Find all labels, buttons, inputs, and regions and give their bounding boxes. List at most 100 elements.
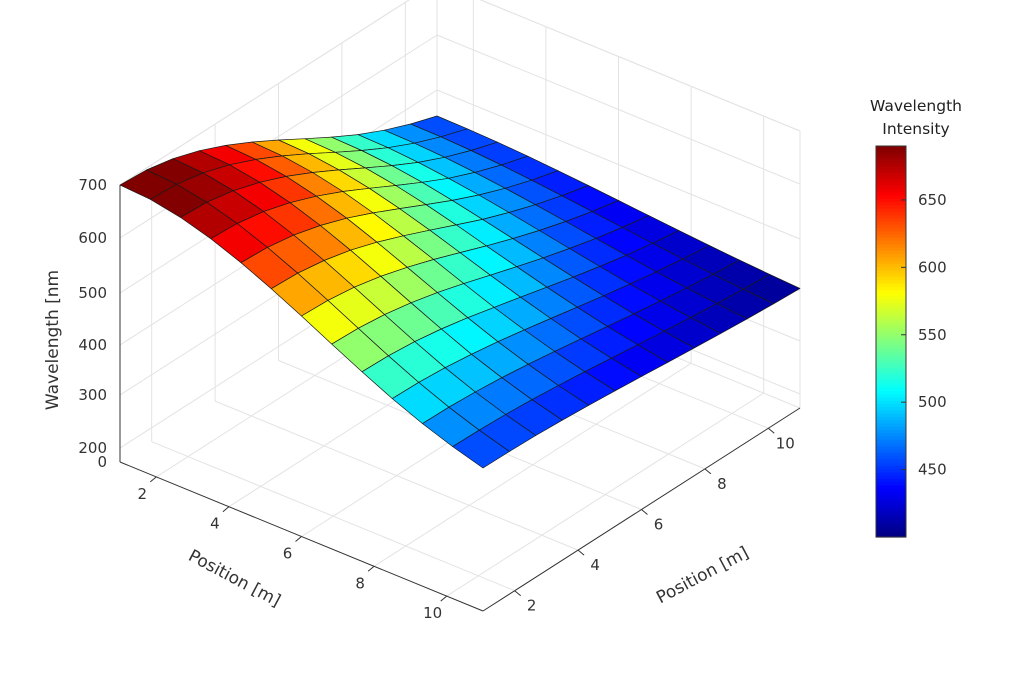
colorbar-band <box>876 348 906 352</box>
x-tick-mark <box>440 595 448 602</box>
y-tick-mark <box>514 590 522 597</box>
x-tick-mark <box>295 536 302 542</box>
colorbar-band <box>876 185 906 189</box>
colorbar-band <box>876 351 906 356</box>
colorbar-band <box>876 282 906 287</box>
colorbar-band <box>876 426 906 431</box>
colorbar-band <box>876 162 906 167</box>
wall-grid-line <box>436 34 801 185</box>
colorbar-band <box>876 269 906 274</box>
surface-patch <box>452 429 510 469</box>
colorbar-band <box>876 380 906 385</box>
x-tick-mark <box>222 506 230 513</box>
colorbar-band <box>876 400 906 405</box>
colorbar-tick-label: 500 <box>918 393 947 411</box>
colorbar-tick-label: 600 <box>918 258 947 276</box>
colorbar-band <box>876 533 906 538</box>
colorbar-band <box>876 224 906 229</box>
colorbar-band <box>876 442 906 447</box>
colorbar-band <box>876 452 906 457</box>
y-tick-label: 4 <box>590 556 600 574</box>
colorbar-band <box>876 194 906 199</box>
colorbar-band <box>876 168 906 173</box>
wall-edge-line <box>119 0 410 186</box>
colorbar-band <box>876 439 906 444</box>
colorbar-band <box>876 445 906 450</box>
colorbar-band <box>876 416 906 421</box>
colorbar-band <box>876 328 906 333</box>
colorbar-band <box>876 279 906 284</box>
colorbar-title-line-1: Wavelength <box>870 97 962 115</box>
colorbar-band <box>876 484 906 489</box>
colorbar-band <box>876 344 906 349</box>
colorbar-band <box>876 370 906 375</box>
colorbar-band <box>876 289 906 294</box>
y-tick-mark <box>641 509 648 515</box>
colorbar-band <box>876 230 906 235</box>
colorbar-band <box>876 357 906 362</box>
colorbar-band <box>876 497 906 502</box>
colorbar-band <box>876 517 906 522</box>
colorbar-band <box>876 387 906 391</box>
colorbar-band <box>876 338 906 343</box>
colorbar-band <box>876 481 906 486</box>
colorbar-band <box>876 178 906 183</box>
wall-grid-line <box>436 89 801 240</box>
colorbar-band <box>876 152 906 157</box>
y-tick-label: 8 <box>717 475 727 493</box>
x-tick-label: 10 <box>423 604 442 622</box>
colorbar-band <box>876 247 906 251</box>
colorbar-band <box>876 295 906 300</box>
colorbar-band <box>876 494 906 499</box>
colorbar-band <box>876 510 906 515</box>
colorbar-band <box>876 406 906 411</box>
colorbar-band <box>876 227 906 232</box>
colorbar-band <box>876 305 906 310</box>
colorbar-band <box>876 465 906 470</box>
surface-mesh <box>119 115 801 469</box>
x-tick-mark <box>149 476 157 483</box>
colorbar-band <box>876 432 906 437</box>
y-axis-ticks: 2 4 6 8 10 <box>514 427 795 615</box>
colorbar-band <box>876 491 906 496</box>
colorbar-band <box>876 263 906 268</box>
colorbar-tick-label: 650 <box>918 191 947 209</box>
colorbar-band <box>876 321 906 326</box>
floor-grid-line <box>214 400 579 551</box>
colorbar-band <box>876 501 906 506</box>
colorbar-band <box>876 237 906 242</box>
colorbar-band <box>876 475 906 479</box>
colorbar-band <box>876 243 906 248</box>
colorbar-band <box>876 211 906 216</box>
colorbar-band <box>876 422 906 427</box>
colorbar-band <box>876 149 906 154</box>
colorbar-band <box>876 220 906 225</box>
z-tick-label: 700 <box>78 176 107 194</box>
z-tick-label: 200 <box>78 439 107 457</box>
colorbar-band <box>876 325 906 330</box>
colorbar-band <box>876 504 906 509</box>
y-tick-label: 2 <box>527 597 537 615</box>
colorbar: Wavelength Intensity 450 500 550 600 650 <box>870 97 962 538</box>
colorbar-band <box>876 175 906 180</box>
colorbar-title-line-2: Intensity <box>882 120 949 138</box>
colorbar-band <box>876 165 906 170</box>
colorbar-band <box>876 302 906 307</box>
colorbar-band <box>876 256 906 261</box>
colorbar-band <box>876 201 906 206</box>
colorbar-band <box>876 419 906 424</box>
colorbar-band <box>876 240 906 245</box>
colorbar-band <box>876 146 906 150</box>
colorbar-band <box>876 250 906 255</box>
colorbar-band <box>876 308 906 313</box>
colorbar-band <box>876 181 906 186</box>
colorbar-band <box>876 367 906 372</box>
x-tick-mark <box>367 565 375 572</box>
colorbar-tick-label: 550 <box>918 326 947 344</box>
colorbar-band <box>876 403 906 408</box>
colorbar-band <box>876 523 906 528</box>
colorbar-band <box>876 377 906 382</box>
colorbar-band <box>876 468 906 473</box>
colorbar-band <box>876 383 906 388</box>
